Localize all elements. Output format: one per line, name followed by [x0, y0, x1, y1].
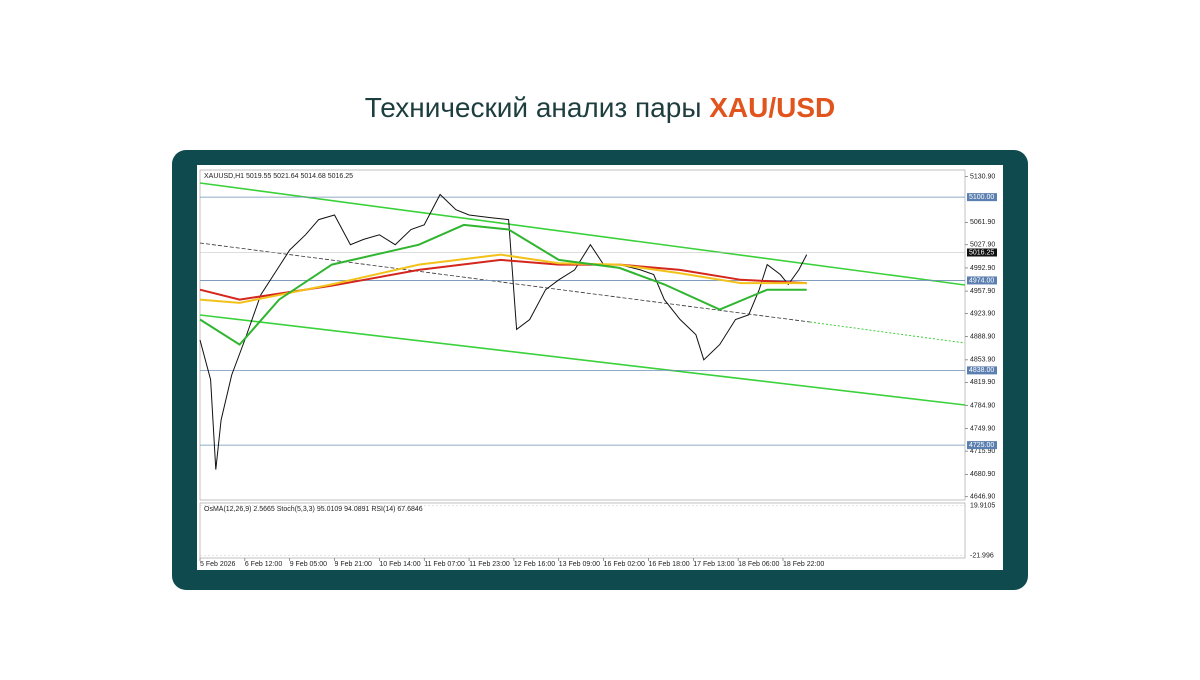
level-label: 4974.00 [969, 277, 994, 284]
title-text: Технический анализ пары [365, 92, 702, 123]
y-tick-label: 4853.90 [970, 357, 995, 364]
x-tick-label: 6 Feb 12:00 [245, 561, 282, 568]
current-label: 5016.25 [969, 249, 994, 256]
y-tick-label: 4784.90 [970, 402, 995, 409]
y-tick-label: 4957.90 [970, 288, 995, 295]
indicator-tick-label: -21.996 [970, 552, 994, 559]
indicator-label: OsMA(12,26,9) 2.5665 Stoch(5,3,3) 95.010… [204, 506, 423, 513]
page-title: Технический анализ пары XAU/USD [365, 92, 836, 123]
level-box [967, 193, 997, 202]
y-tick-label: 5130.90 [970, 174, 995, 181]
y-tick-label: 4992.90 [970, 265, 995, 272]
chart-area [197, 165, 1003, 570]
x-tick-label: 16 Feb 18:00 [648, 561, 689, 568]
series-line [199, 253, 807, 304]
plot-border [199, 169, 966, 501]
x-tick-label: 16 Feb 02:00 [604, 561, 645, 568]
x-tick-label: 9 Feb 21:00 [335, 561, 372, 568]
series-line [199, 193, 808, 470]
x-tick-label: 5 Feb 2026 [200, 561, 236, 568]
chart-header: XAUUSD,H1 5019.55 5021.64 5014.68 5016.2… [204, 173, 353, 180]
x-tick-label: 13 Feb 09:00 [559, 561, 600, 568]
level-box [967, 276, 997, 285]
level-label: 5100.00 [969, 194, 994, 201]
channel-upper [199, 182, 966, 286]
level-label: 4725.00 [969, 442, 994, 449]
level-box [967, 366, 997, 375]
indicator-border [199, 502, 966, 559]
y-tick-label: 4923.90 [970, 310, 995, 317]
x-tick-label: 11 Feb 23:00 [469, 561, 510, 568]
y-tick-label: 5027.90 [970, 242, 995, 249]
title-highlight: XAU/USD [709, 92, 835, 123]
y-tick-label: 4646.90 [970, 494, 995, 501]
chart: XAUUSD,H1 5019.55 5021.64 5014.68 5016.2… [199, 173, 997, 568]
indicator-tick-label: 19.9105 [970, 502, 995, 509]
x-tick-label: 17 Feb 13:00 [693, 561, 734, 568]
y-tick-label: 5061.90 [970, 219, 995, 226]
y-tick-label: 4749.90 [970, 425, 995, 432]
y-tick-label: 4888.90 [970, 334, 995, 341]
channel-lower [199, 314, 966, 406]
y-tick-label: 4680.90 [970, 471, 995, 478]
level-label: 4838.00 [969, 367, 994, 374]
x-tick-label: 12 Feb 16:00 [514, 561, 555, 568]
current-box [967, 248, 997, 257]
x-tick-label: 11 Feb 07:00 [424, 561, 465, 568]
series-line [199, 223, 807, 346]
channel-mid [199, 242, 811, 323]
x-tick-label: 18 Feb 22:00 [783, 561, 824, 568]
y-tick-label: 4819.90 [970, 379, 995, 386]
y-tick-label: 4715.90 [970, 448, 995, 455]
level-box [967, 441, 997, 450]
x-tick-label: 18 Feb 06:00 [738, 561, 779, 568]
x-tick-label: 9 Feb 05:00 [290, 561, 327, 568]
x-tick-label: 10 Feb 14:00 [379, 561, 420, 568]
